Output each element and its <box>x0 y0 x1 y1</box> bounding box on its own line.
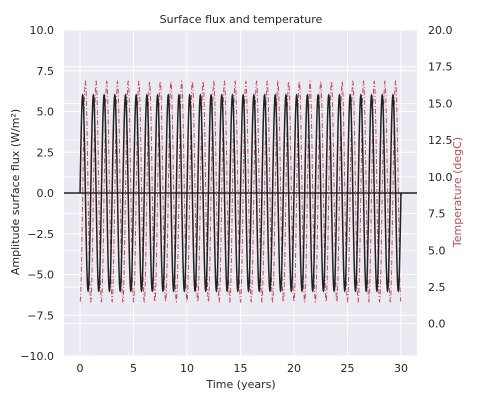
y-tick-label-left: −5.0 <box>27 269 54 282</box>
x-axis-label: Time (years) <box>205 378 275 391</box>
x-tick-label: 10 <box>180 362 194 375</box>
x-tick-label: 5 <box>130 362 137 375</box>
flux-series-line <box>79 93 402 293</box>
x-tick-label: 20 <box>287 362 301 375</box>
y-tick-label-right: 17.5 <box>428 61 453 74</box>
y-tick-label-left: −2.5 <box>27 228 54 241</box>
y-tick-label-right: 5.0 <box>428 244 446 257</box>
y-tick-label-right: 12.5 <box>428 134 453 147</box>
tick-labels: 0 5 10 15 20 25 30 −10.0 −7.5 −5.0 −2.5 0.0 2.5 5.0 7.… <box>20 24 452 375</box>
x-tick-label: 25 <box>340 362 354 375</box>
y-tick-label-left: 5.0 <box>37 106 55 119</box>
y-axis-label-right: Temperature (degC) <box>451 137 464 248</box>
y-tick-label-right: 20.0 <box>428 24 453 37</box>
y-tick-label-left: −10.0 <box>20 350 54 363</box>
y-axis-label-left: Amplitude surface flux (W/m²) <box>9 109 22 275</box>
y-tick-label-left: 0.0 <box>37 187 55 200</box>
y-tick-label-left: 7.5 <box>37 65 55 78</box>
x-tick-label: 30 <box>394 362 408 375</box>
y-tick-label-left: −7.5 <box>27 309 54 322</box>
y-tick-label-right: 15.0 <box>428 97 453 110</box>
x-tick-label: 0 <box>77 362 84 375</box>
y-tick-label-left: 2.5 <box>37 146 55 159</box>
series-layer <box>64 79 417 304</box>
y-tick-label-right: 7.5 <box>428 208 446 221</box>
temperature-series-line <box>79 79 402 304</box>
y-tick-label-right: 0.0 <box>428 318 446 331</box>
y-tick-label-right: 2.5 <box>428 281 446 294</box>
x-tick-label: 15 <box>234 362 248 375</box>
y-tick-label-right: 10.0 <box>428 171 453 184</box>
y-tick-label-left: 10.0 <box>30 24 55 37</box>
chart-title: Surface flux and temperature <box>160 13 323 26</box>
